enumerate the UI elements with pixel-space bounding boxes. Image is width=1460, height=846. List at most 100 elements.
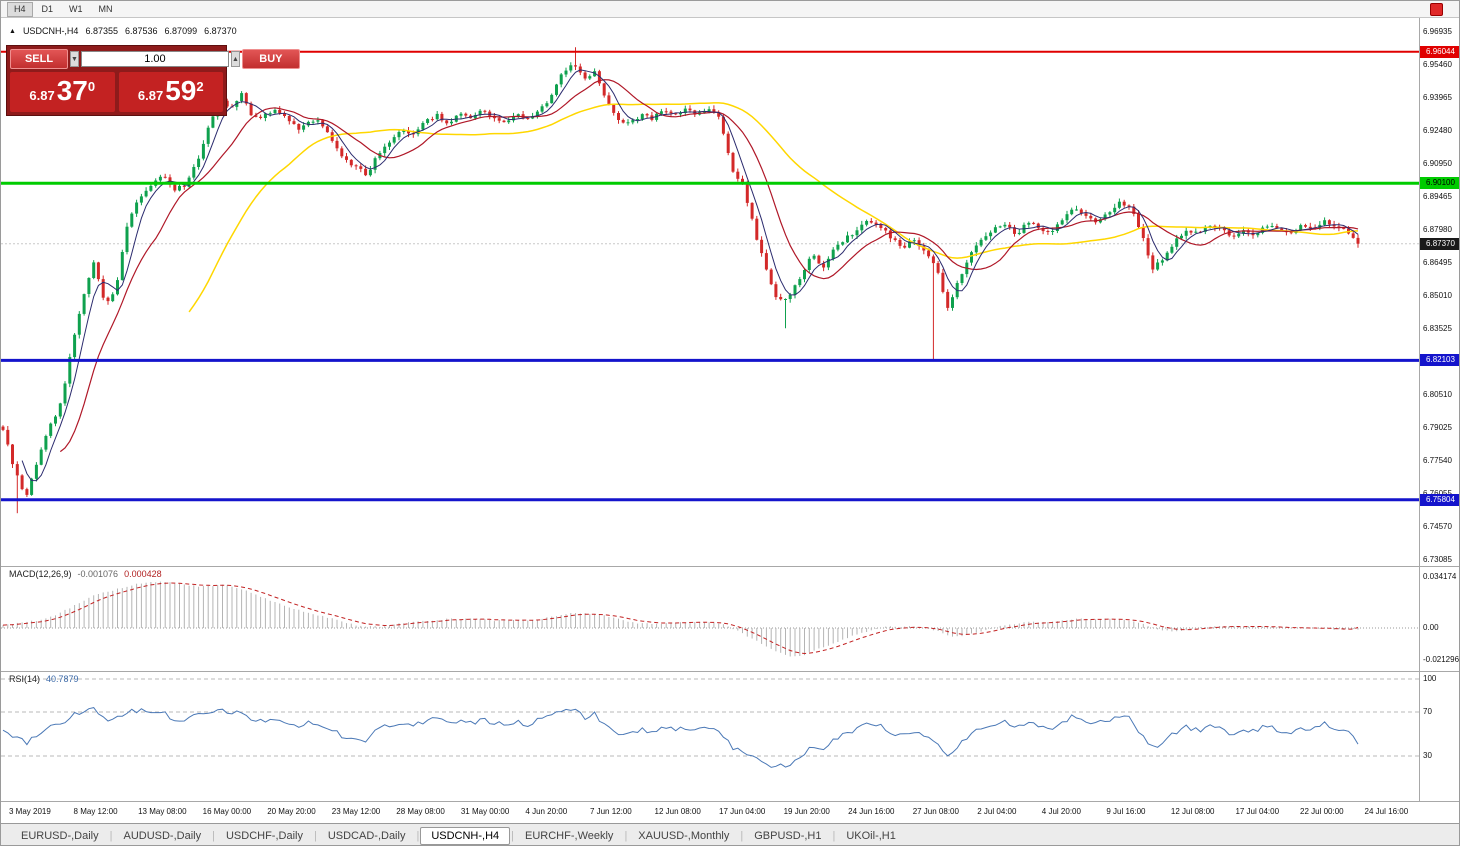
sell-price-main: 6.87 <box>29 88 55 103</box>
buy-price-sup: 2 <box>196 79 204 94</box>
tab-separator: | <box>832 829 836 842</box>
macd-axis-label: 0.00 <box>1423 623 1439 632</box>
price-line-tag: 6.82103 <box>1420 354 1459 367</box>
volume-input[interactable] <box>80 51 229 67</box>
price-axis-label: 6.96935 <box>1423 27 1452 36</box>
time-axis-label: 2 Jul 04:00 <box>977 807 1017 816</box>
sell-price-big: 37 <box>56 75 88 106</box>
timeframe-button-h4[interactable]: H4 <box>7 1 33 17</box>
current-price-tag: 6.87370 <box>1420 237 1459 250</box>
price-axis-label: 6.95460 <box>1423 60 1452 69</box>
time-axis-label: 28 May 08:00 <box>396 807 445 816</box>
macd-name: MACD(12,26,9) <box>9 569 72 579</box>
time-axis-label: 24 Jun 16:00 <box>848 807 895 816</box>
sell-price-box[interactable]: 6.87 37 0 <box>10 72 115 112</box>
tab-separator: | <box>740 829 744 842</box>
price-axis-label: 6.90950 <box>1423 159 1452 168</box>
time-axis-label: 17 Jul 04:00 <box>1235 807 1280 816</box>
timeframe-button-d1[interactable]: D1 <box>41 3 54 14</box>
tab-separator: | <box>109 829 113 842</box>
rsi-axis-label: 70 <box>1423 707 1432 716</box>
price-axis-label: 6.86495 <box>1423 258 1452 267</box>
toolbar-red-icon[interactable] <box>1430 3 1443 16</box>
price-line-tag: 6.90100 <box>1420 177 1459 190</box>
price-axis-label: 6.76055 <box>1423 489 1452 498</box>
time-axis-label: 12 Jul 08:00 <box>1170 807 1215 816</box>
time-axis-label: 4 Jun 20:00 <box>525 807 568 816</box>
macd-axis-label: 0.034174 <box>1423 572 1457 581</box>
time-axis-label: 24 Jul 16:00 <box>1364 807 1409 816</box>
tab-separator: | <box>313 829 317 842</box>
price-axis-label: 6.79025 <box>1423 423 1452 432</box>
ohlc-low: 6.87099 <box>164 26 198 36</box>
ohlc-header: ▲ USDCNH-,H4 6.87355 6.87536 6.87099 6.8… <box>9 26 237 36</box>
price-axis-label: 6.77540 <box>1423 456 1452 465</box>
chart-canvas[interactable] <box>1 18 1460 801</box>
rsi-axis-label: 30 <box>1423 751 1432 760</box>
macd-axis-label: -0.021296 <box>1423 654 1460 664</box>
sell-button[interactable]: SELL <box>10 49 68 69</box>
macd-signal-value: 0.000428 <box>124 569 162 579</box>
price-axis-label: 6.89465 <box>1423 192 1452 201</box>
time-axis-label: 7 Jun 12:00 <box>589 807 632 816</box>
macd-indicator-label: MACD(12,26,9) -0.001076 0.000428 <box>9 569 162 579</box>
direction-up-icon: ▲ <box>9 27 16 35</box>
time-axis-label: 9 Jul 16:00 <box>1106 807 1146 816</box>
price-axis-label: 6.74570 <box>1423 522 1452 531</box>
time-axis-label: 27 Jun 08:00 <box>912 807 959 816</box>
chart-tab-eurusd-daily[interactable]: EURUSD-,Daily <box>21 829 99 842</box>
chart-tab-usdcad-daily[interactable]: USDCAD-,Daily <box>327 829 406 842</box>
ohlc-high: 6.87536 <box>125 26 158 36</box>
time-axis-label: 31 May 00:00 <box>460 807 510 816</box>
volume-increase-icon[interactable]: ▲ <box>230 51 240 67</box>
chart-tab-usdcnh-h4[interactable]: USDCNH-,H4 <box>420 826 511 845</box>
buy-price-box[interactable]: 6.87 59 2 <box>118 72 223 112</box>
rsi-name: RSI(14) <box>9 674 41 684</box>
price-line-tag: 6.96044 <box>1420 45 1459 58</box>
price-axis-label: 6.73085 <box>1423 555 1452 564</box>
chart-tab-bar: EURUSD-,Daily | AUDUSD-,Daily | USDCHF-,Dail… <box>1 823 1459 845</box>
chart-tab-eurchf-weekly[interactable]: EURCHF-,Weekly <box>525 829 614 842</box>
price-axis-label: 6.83525 <box>1423 324 1452 333</box>
price-axis-label: 6.85010 <box>1423 291 1452 300</box>
volume-decrease-icon[interactable]: ▼ <box>70 51 79 67</box>
timeframe-button-w1[interactable]: W1 <box>69 3 83 14</box>
time-axis-label: 23 May 12:00 <box>331 807 381 816</box>
rsi-axis-label: 100 <box>1423 674 1437 683</box>
ohlc-open: 6.87355 <box>85 26 118 36</box>
chart-symbol: USDCNH-,H4 <box>22 26 79 36</box>
price-axis-label: 6.87980 <box>1423 225 1452 234</box>
time-axis-label: 13 May 08:00 <box>138 807 187 816</box>
time-axis-label: 22 Jul 00:00 <box>1300 807 1344 816</box>
chart-tab-ukoil-h1[interactable]: UKOil-,H1 <box>846 829 896 842</box>
buy-price-big: 59 <box>165 75 197 106</box>
rsi-indicator-label: RSI(14) 40.7879 <box>9 674 79 684</box>
time-axis[interactable]: 3 May 2019 8 May 12:00 13 May 08:00 16 May … <box>1 801 1459 824</box>
time-axis-label: 4 Jul 20:00 <box>1041 807 1081 816</box>
buy-price-main: 6.87 <box>137 88 164 103</box>
chart-tab-usdchf-daily[interactable]: USDCHF-,Daily <box>225 829 303 842</box>
one-click-trading-panel: SELL ▼ ▲ BUY 6.87 37 0 6.87 59 2 <box>6 45 300 116</box>
price-line-tag: 6.75804 <box>1420 493 1459 506</box>
tab-separator: | <box>416 829 420 842</box>
time-axis-label: 20 May 20:00 <box>267 807 316 816</box>
chart-tab-audusd-daily[interactable]: AUDUSD-,Daily <box>123 829 202 842</box>
time-axis-label: 12 Jun 08:00 <box>654 807 701 816</box>
timeframe-button-mn[interactable]: MN <box>98 3 113 14</box>
tab-separator: | <box>212 829 215 842</box>
chart-tab-gbpusd-h1[interactable]: GBPUSD-,H1 <box>754 829 822 842</box>
ohlc-close: 6.87370 <box>204 26 237 36</box>
rsi-value: 40.7879 <box>46 674 79 684</box>
price-axis-label: 6.93965 <box>1423 93 1452 102</box>
time-axis-label: 16 May 00:00 <box>202 807 252 816</box>
time-axis-label: 8 May 12:00 <box>73 807 118 816</box>
price-axis-label: 6.80510 <box>1423 390 1452 399</box>
time-axis-label: 19 Jun 20:00 <box>783 807 830 816</box>
price-axis-label: 6.92480 <box>1423 126 1452 135</box>
tab-separator: | <box>511 829 515 842</box>
buy-button[interactable]: BUY <box>241 49 300 69</box>
chart-tab-xauusd-monthly[interactable]: XAUUSD-,Monthly <box>638 829 730 842</box>
time-axis-label: 17 Jun 04:00 <box>719 807 766 816</box>
tab-separator: | <box>624 829 628 842</box>
